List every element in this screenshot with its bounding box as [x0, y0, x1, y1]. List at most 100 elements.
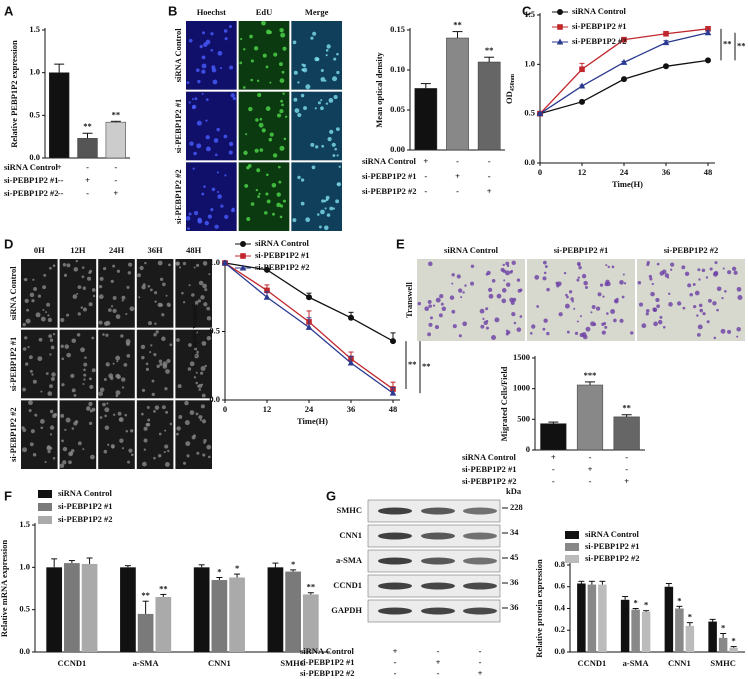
x-tick-label: 36: [662, 167, 671, 177]
y-tick-label: 0.5: [29, 109, 40, 119]
y-axis-label: Relative mRNA expression: [0, 540, 9, 637]
cell-dot: [72, 294, 78, 299]
cell-dot: [668, 292, 671, 296]
y-tick-label: 500: [517, 413, 530, 423]
cell-dot: [315, 57, 320, 62]
cell-dot: [141, 285, 146, 290]
cell-dot: [670, 262, 675, 267]
data-point: [263, 293, 271, 300]
significance: ***: [584, 370, 597, 380]
cell-dot: [47, 314, 50, 317]
cell-dot: [229, 65, 234, 70]
cell-dot: [189, 410, 195, 415]
cell-dot: [168, 263, 171, 267]
bar: [77, 138, 98, 159]
significance: **: [159, 583, 168, 593]
cell-dot: [169, 422, 173, 426]
cell-dot: [153, 291, 158, 295]
cell-dot: [49, 433, 53, 436]
micrograph: [186, 21, 237, 90]
cell-dot: [698, 278, 701, 281]
panel-letter: A: [4, 3, 14, 18]
cell-dot: [115, 390, 121, 396]
cell-dot: [223, 134, 228, 139]
cell-dot: [427, 332, 431, 337]
significance: *: [217, 566, 221, 576]
cell-dot: [336, 70, 340, 75]
cell-dot: [163, 451, 166, 454]
cell-dot: [336, 154, 339, 157]
cell-dot: [206, 316, 212, 321]
cell-dot: [326, 213, 331, 217]
cell-dot: [82, 448, 85, 451]
cell-dot: [32, 278, 35, 281]
cell-dot: [258, 122, 264, 128]
significance: **: [453, 20, 462, 30]
cell-dot: [191, 293, 195, 297]
y-tick-label: 0: [526, 444, 530, 454]
cell-dot: [141, 412, 144, 416]
cell-dot: [331, 142, 336, 147]
bar: [685, 625, 695, 652]
cell-dot: [293, 70, 298, 75]
cell-dot: [82, 307, 87, 312]
cell-dot: [208, 455, 211, 459]
condition-mark: -: [86, 188, 89, 198]
blot-band: [463, 532, 497, 540]
cell-dot: [214, 224, 219, 229]
cell-dot: [641, 323, 647, 329]
cell-dot: [485, 326, 489, 330]
cell-dot: [177, 384, 182, 389]
cell-dot: [566, 330, 570, 334]
cell-dot: [570, 297, 574, 301]
cell-dot: [105, 333, 109, 337]
cell-dot: [155, 330, 159, 334]
cell-dot: [99, 416, 103, 419]
x-tick-label: SMHC: [280, 658, 306, 668]
cell-dot: [149, 351, 152, 354]
cell-dot: [212, 79, 218, 85]
cell-dot: [224, 174, 227, 177]
cell-dot: [196, 451, 200, 455]
cell-dot: [50, 377, 55, 381]
cell-dot: [176, 338, 180, 342]
significance: **: [737, 41, 746, 51]
significance: *: [721, 622, 725, 632]
y-axis-label: Relative PEBP1P2 expression: [9, 40, 19, 148]
cell-dot: [205, 98, 209, 101]
cell-dot: [153, 353, 157, 357]
cell-dot: [52, 456, 56, 460]
cell-dot: [269, 132, 274, 137]
cell-dot: [48, 334, 53, 339]
cell-dot: [325, 54, 328, 57]
cell-dot: [157, 454, 162, 458]
cell-dot: [486, 270, 491, 275]
cell-dot: [613, 318, 617, 323]
cell-dot: [154, 405, 160, 410]
y-axis-label-text: OD: [504, 91, 514, 104]
cell-dot: [670, 268, 673, 271]
cell-dot: [196, 120, 202, 126]
blot-band: [421, 507, 455, 515]
condition-mark: -: [589, 452, 592, 462]
y-tick-label: 1.0: [524, 58, 535, 68]
cell-dot: [265, 106, 271, 111]
cell-dot: [637, 280, 642, 285]
cell-dot: [98, 294, 104, 300]
cell-dot: [196, 143, 202, 149]
cell-dot: [606, 312, 609, 315]
blot-band: [463, 582, 497, 590]
cell-dot: [185, 216, 191, 221]
blot-band: [378, 557, 412, 565]
condition-mark: -: [58, 188, 61, 198]
cell-dot: [106, 402, 109, 405]
data-point: [536, 110, 544, 117]
legend-marker: [557, 24, 563, 30]
data-point: [663, 63, 669, 70]
data-point: [579, 66, 585, 73]
bar: [631, 609, 640, 652]
cell-dot: [68, 451, 74, 457]
cell-dot: [449, 295, 455, 300]
cell-dot: [189, 361, 195, 367]
cell-dot: [485, 307, 489, 311]
